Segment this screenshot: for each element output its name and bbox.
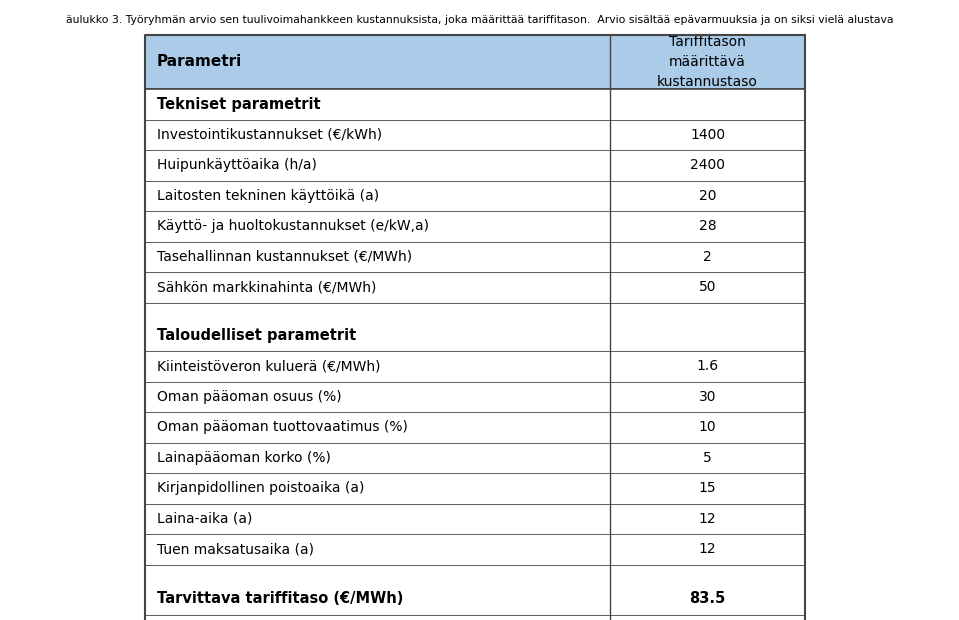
Bar	[145, 35, 805, 620]
Text: äulukko 3. Työryhmän arvio sen tuulivoimahankkeen kustannuksista, joka määrittää: äulukko 3. Työryhmän arvio sen tuulivoim…	[66, 15, 893, 25]
Bar	[145, 351, 805, 381]
Text: 83.5: 83.5	[690, 591, 726, 606]
Bar	[145, 503, 805, 534]
Text: Tasehallinnan kustannukset (€/MWh): Tasehallinnan kustannukset (€/MWh)	[157, 250, 412, 264]
Bar	[145, 89, 805, 120]
Bar	[145, 321, 805, 351]
Text: 2: 2	[703, 250, 712, 264]
Text: Tarvittava tariffitaso (€/MWh): Tarvittava tariffitaso (€/MWh)	[157, 591, 404, 606]
Bar	[145, 35, 805, 89]
Text: 1.6: 1.6	[696, 359, 718, 373]
Text: 12: 12	[699, 542, 716, 556]
Bar	[145, 443, 805, 473]
Text: 50: 50	[699, 280, 716, 294]
Text: 30: 30	[699, 390, 716, 404]
Bar	[145, 120, 805, 150]
Text: Tariffitason
määrittävä
kustannustaso: Tariffitason määrittävä kustannustaso	[657, 35, 758, 89]
Text: Laitosten tekninen käyttöikä (a): Laitosten tekninen käyttöikä (a)	[157, 188, 379, 203]
Bar	[145, 616, 805, 620]
Text: Lainapääoman korko (%): Lainapääoman korko (%)	[157, 451, 331, 465]
Bar	[145, 150, 805, 180]
Text: Käyttö- ja huoltokustannukset (e/kW,a): Käyttö- ja huoltokustannukset (e/kW,a)	[157, 219, 429, 233]
Bar	[145, 303, 805, 321]
Text: 10: 10	[699, 420, 716, 434]
Bar	[145, 242, 805, 272]
Bar	[145, 180, 805, 211]
Text: Oman pääoman osuus (%): Oman pääoman osuus (%)	[157, 390, 341, 404]
Bar	[145, 583, 805, 616]
Text: 20: 20	[699, 188, 716, 203]
Text: 5: 5	[703, 451, 712, 465]
Text: 2400: 2400	[690, 158, 725, 172]
Bar	[145, 564, 805, 583]
Bar	[145, 272, 805, 303]
Bar	[145, 381, 805, 412]
Bar	[145, 211, 805, 242]
Text: 12: 12	[699, 512, 716, 526]
Text: Kirjanpidollinen poistoaika (a): Kirjanpidollinen poistoaika (a)	[157, 481, 364, 495]
Text: 1400: 1400	[690, 128, 725, 142]
Text: Sähkön markkinahinta (€/MWh): Sähkön markkinahinta (€/MWh)	[157, 280, 376, 294]
Bar	[145, 473, 805, 503]
Text: Laina-aika (a): Laina-aika (a)	[157, 512, 252, 526]
Text: Tekniset parametrit: Tekniset parametrit	[157, 97, 320, 112]
Text: Taloudelliset parametrit: Taloudelliset parametrit	[157, 328, 356, 343]
Text: Kiinteistöveron kuluerä (€/MWh): Kiinteistöveron kuluerä (€/MWh)	[157, 359, 381, 373]
Bar	[145, 534, 805, 564]
Text: Tuen maksatusaika (a): Tuen maksatusaika (a)	[157, 542, 314, 556]
Text: 15: 15	[699, 481, 716, 495]
Text: 28: 28	[699, 219, 716, 233]
Text: Oman pääoman tuottovaatimus (%): Oman pääoman tuottovaatimus (%)	[157, 420, 408, 434]
Bar	[145, 412, 805, 443]
Text: Huipunkäyttöaika (h/a): Huipunkäyttöaika (h/a)	[157, 158, 316, 172]
Text: Parametri: Parametri	[157, 55, 243, 69]
Text: Investointikustannukset (€/kWh): Investointikustannukset (€/kWh)	[157, 128, 382, 142]
